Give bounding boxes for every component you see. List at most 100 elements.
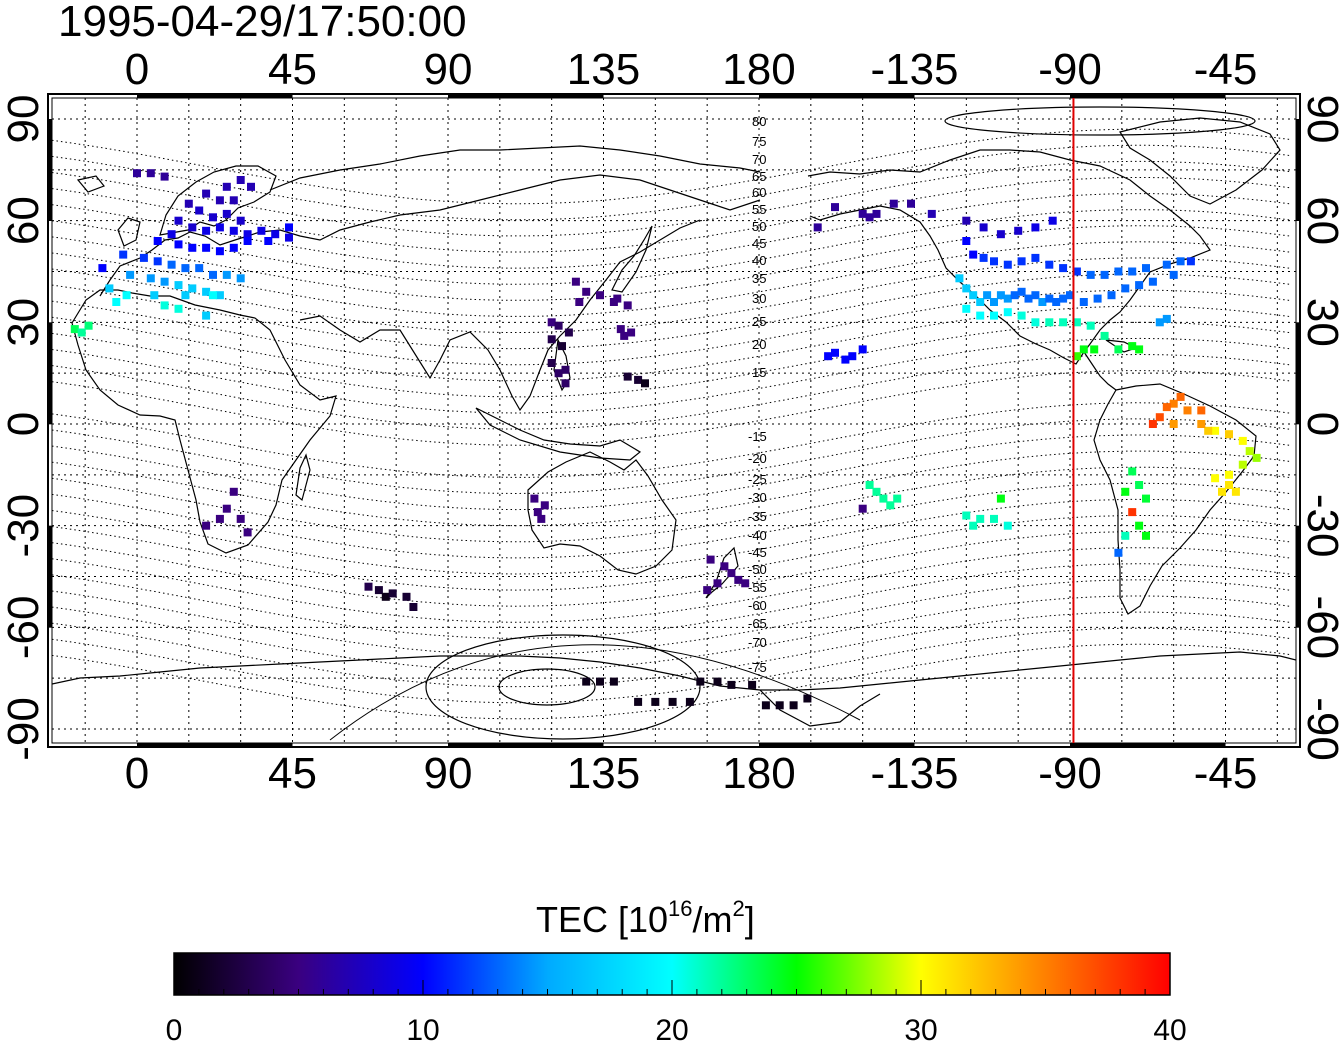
magnetic-latitude-label: -65 [748, 616, 767, 631]
tec-point [215, 291, 224, 300]
tec-point [713, 677, 722, 686]
tec-point [1121, 531, 1130, 540]
tec-point [696, 677, 705, 686]
tec-point [133, 169, 141, 178]
tec-point [803, 694, 812, 703]
right-axis-segment [1296, 119, 1300, 221]
tec-point [402, 592, 411, 601]
tec-point [202, 521, 211, 530]
tec-point [872, 209, 881, 218]
coast-north-america [807, 149, 1211, 365]
tec-point [886, 501, 895, 510]
tec-point [990, 311, 998, 320]
right-lat-tick-label: 60 [1298, 196, 1344, 245]
tec-point [727, 680, 736, 689]
tec-point [1114, 267, 1123, 276]
tec-point [122, 291, 131, 300]
tec-point [990, 257, 998, 266]
magnetic-latitude-contours [52, 106, 1293, 741]
tec-point [554, 321, 563, 330]
tec-point [620, 331, 629, 340]
tec-point [409, 603, 418, 611]
tec-point [893, 494, 902, 503]
coast-uk [117, 217, 141, 247]
tec-point [243, 528, 252, 537]
tec-scatter-points [70, 169, 1261, 710]
tec-point [222, 182, 231, 191]
tec-point [146, 169, 155, 178]
tec-point [537, 514, 546, 523]
tec-point [1066, 291, 1074, 300]
tec-point [126, 270, 135, 279]
bottom-axis-segment [759, 743, 915, 748]
colorbar-title: TEC [1016/m2] [536, 896, 755, 940]
bottom-lon-tick-label: -135 [870, 749, 958, 798]
right-axis-segment [1296, 525, 1300, 628]
magnetic-latitude-label: -45 [748, 545, 767, 560]
coast-antarctica [52, 651, 1296, 691]
tec-point [996, 230, 1005, 239]
tec-point [1090, 345, 1099, 354]
tec-point [1121, 284, 1130, 293]
magnetic-latitude-label: 45 [752, 236, 766, 251]
tec-point [1072, 267, 1081, 276]
tec-point [1017, 311, 1026, 320]
magnetic-contour [52, 498, 1293, 575]
tec-point [1155, 413, 1164, 422]
tec-point [1052, 298, 1061, 306]
magnetic-latitude-label: -55 [748, 580, 767, 595]
tec-point [575, 298, 584, 306]
tec-point [236, 274, 245, 283]
colorbar-tick-label: 20 [655, 1014, 688, 1047]
map-frame-inner [51, 97, 1297, 744]
magnetic-contour [52, 177, 1293, 253]
tec-point [160, 277, 169, 286]
magnetic-latitude-label: -25 [748, 472, 767, 487]
tec-point [1072, 318, 1081, 327]
tec-point [1121, 487, 1130, 496]
tec-point [841, 355, 850, 364]
bottom-lon-tick-label: 0 [125, 749, 149, 798]
coast-indonesia [475, 407, 642, 461]
tec-point [1211, 474, 1220, 483]
tec-point [1017, 257, 1026, 266]
colorbar-tick-label: 40 [1153, 1014, 1186, 1047]
north-pole-contour [944, 106, 1256, 136]
tec-point [613, 294, 622, 303]
tec-point [571, 277, 580, 286]
tec-point [1225, 430, 1233, 439]
magnetic-latitude-label: 40 [752, 253, 766, 268]
tec-point [990, 514, 998, 523]
tec-point [1128, 467, 1137, 476]
colorbar: TEC [1016/m2] 0 10 20 30 40 [166, 896, 1187, 1047]
left-lat-tick-label: 0 [0, 412, 48, 436]
tec-point [1155, 318, 1164, 327]
colorbar-title-mid: /m [693, 899, 733, 940]
tec-point [824, 352, 833, 361]
tec-point [1048, 216, 1057, 225]
tec-point [1204, 426, 1213, 435]
left-axis-segment [48, 525, 52, 628]
tec-point [1238, 436, 1247, 445]
magnetic-contour [52, 225, 1293, 301]
coast-australia [527, 451, 677, 575]
coast-madagascar [295, 453, 311, 502]
tec-point [1142, 531, 1150, 540]
tec-point [1148, 277, 1157, 286]
right-lat-tick-label: 90 [1298, 95, 1344, 144]
coast-arctic-russia [269, 145, 761, 191]
tec-point [1079, 345, 1088, 354]
top-lon-tick-label: -45 [1194, 45, 1258, 94]
tec-point [596, 677, 604, 686]
magnetic-latitude-label: -35 [748, 509, 767, 524]
right-axis-segment [1296, 322, 1300, 425]
magnetic-contour [52, 305, 1293, 382]
bottom-axis-segment [1070, 743, 1226, 748]
tec-point [236, 514, 245, 523]
colorbar-title-sup: 16 [668, 896, 692, 921]
tec-point [264, 237, 273, 245]
tec-point [1107, 291, 1116, 300]
bottom-axis-segment [448, 743, 604, 748]
tec-point [564, 328, 573, 337]
coast-iceland [76, 175, 105, 193]
